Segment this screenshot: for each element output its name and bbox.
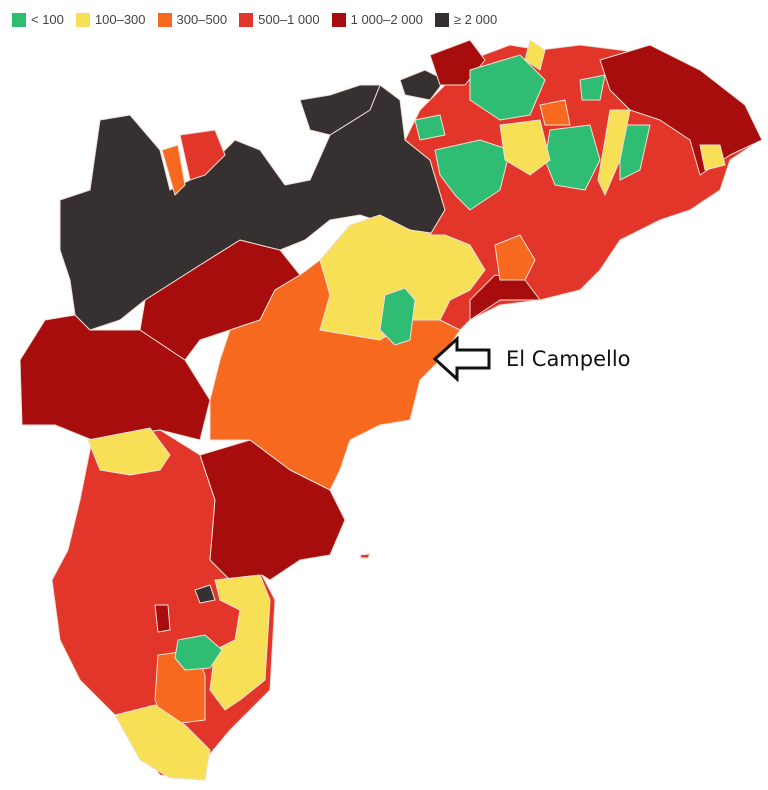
region-island [359,553,371,559]
region-south-green [174,634,223,671]
legend-item-gte2000: ≥ 2 000 [434,12,498,27]
region-south-yellow1 [209,574,271,711]
region-northeast-grey [399,69,446,101]
region-nw-orange [161,144,186,196]
region-central-orange [209,259,461,491]
region-central-green [379,287,416,346]
region-ne-yellow3 [524,39,546,71]
region-southeast-darkred [199,439,346,591]
region-ne-green6 [579,74,606,101]
legend-item-100-300: 100–300 [75,12,146,27]
legend-item-lt100: < 100 [12,12,64,27]
legend-label: 500–1 000 [258,12,320,27]
legend-swatch [75,12,90,27]
region-ne-yellow1 [499,119,551,176]
legend-swatch [157,12,172,27]
legend-swatch [12,12,26,27]
legend-item-500-1000: 500–1 000 [239,12,320,27]
legend-swatch [434,12,449,27]
legend-label: 100–300 [94,12,146,27]
arrow-left-icon [432,336,491,382]
region-south-grey [194,584,216,604]
region-ne-orange2 [539,99,571,126]
legend-swatch [331,12,346,27]
legend-label: < 100 [31,12,64,27]
region-south-yellow2 [114,704,211,781]
region-ne-orange1 [494,234,536,281]
region-ne-green5 [414,114,446,141]
legend-label: ≥ 2 000 [453,12,498,27]
el-campello-label: El Campello [506,347,631,371]
legend-label: 300–500 [176,12,228,27]
legend-label: 1 000–2 000 [350,12,423,27]
region-ne-green4 [619,124,651,181]
region-ne-yellow4 [699,144,726,171]
region-ne-yellow2 [597,109,631,196]
region-ne-green1 [469,54,546,121]
region-nw-red [179,129,226,181]
legend-item-300-500: 300–500 [157,12,228,27]
region-sw-yellow [87,427,171,476]
map-legend: < 100 100–300 300–500 500–1 000 1 000–2 … [12,12,509,27]
legend-swatch [239,12,254,27]
region-north-grey [299,84,381,136]
legend-item-1000-2000: 1 000–2 000 [331,12,423,27]
region-south-darkred [154,604,171,633]
el-campello-callout: El Campello [432,336,631,382]
region-ne-green2 [434,139,511,211]
